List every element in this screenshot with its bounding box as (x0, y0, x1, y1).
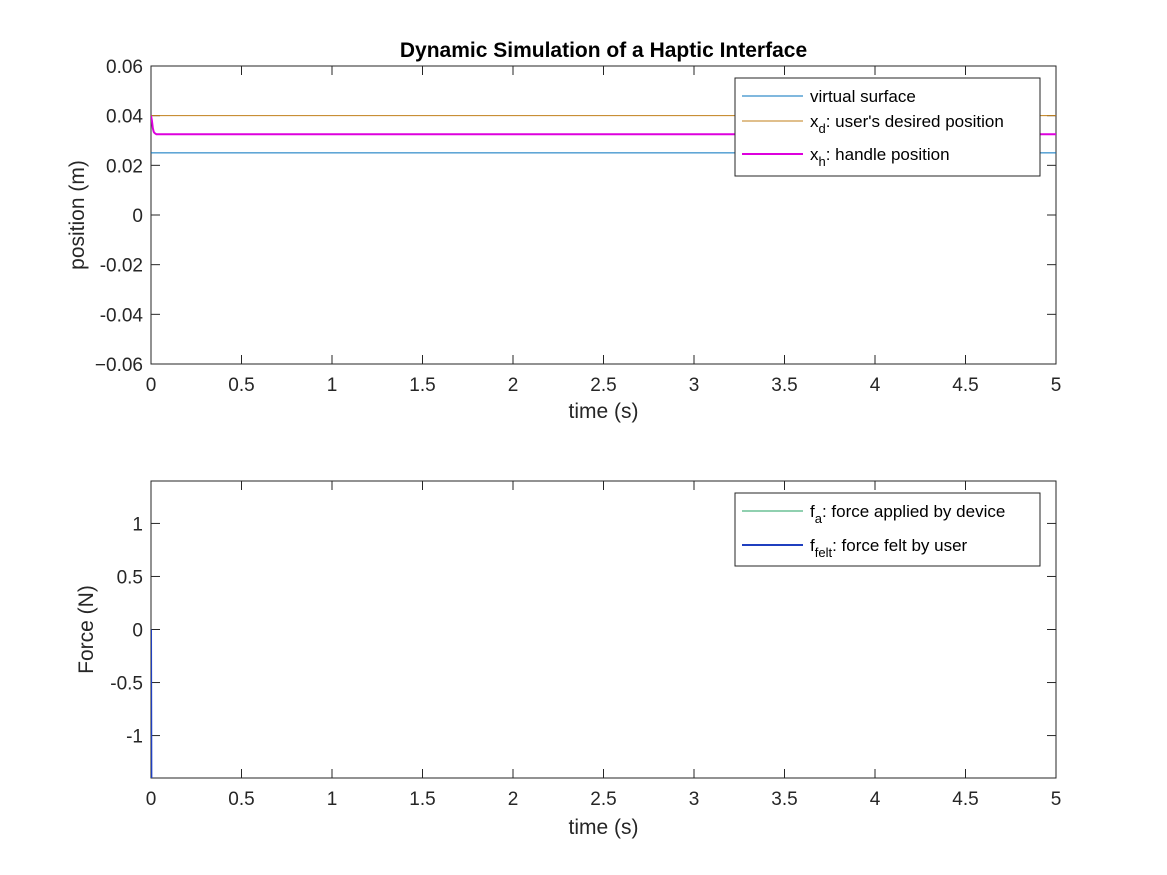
legend-entry-sub: d (819, 121, 826, 136)
x-tick-label: 4.5 (952, 789, 978, 810)
legend-entry-rest: : force felt by user (832, 536, 967, 555)
legend-entry-sub: felt (815, 545, 833, 560)
y-tick-label: 0 (132, 206, 143, 227)
legend-entry-main: virtual surface (810, 87, 916, 106)
y-tick-label: 0.04 (106, 107, 143, 128)
y-axis-label: Force (N) (75, 585, 98, 674)
y-tick-label: 0.06 (106, 57, 143, 78)
x-tick-label: 4 (870, 789, 881, 810)
legend-entry: fa: force applied by device (810, 502, 1005, 526)
position-chart: 0 0.5 1 1.5 2 2.5 3 3.5 4 4.5 5 −0.06 -0.04 -0.02 0 0.0… (66, 39, 1061, 423)
force-chart: 0 0.5 1 1.5 2 2.5 3 3.5 4 4.5 5 -1 -0.5 0 0.5 1 time (s)… (75, 480, 1062, 839)
series-line-3 (151, 115, 1056, 136)
x-tick-label: 4.5 (952, 375, 978, 396)
legend-entry-rest: : force applied by device (822, 502, 1005, 521)
x-tick-label: 2 (508, 789, 519, 810)
x-tick-label: 1.5 (409, 789, 435, 810)
chart-title: Dynamic Simulation of a Haptic Interface (400, 39, 807, 62)
legend-entry-rest: : user's desired position (826, 112, 1004, 131)
y-tick-label: -0.5 (110, 674, 143, 695)
legend: virtual surface xd: user's desired positi… (734, 77, 1041, 177)
x-tick-label: 3.5 (771, 789, 797, 810)
legend-entry-main: x (810, 112, 819, 131)
legend-entry: xh: handle position (810, 145, 950, 169)
y-tick-label: 0.5 (117, 567, 143, 588)
x-axis-label: time (s) (569, 816, 639, 839)
y-tick-label: 1 (132, 514, 143, 535)
legend-entry-sub: a (815, 511, 823, 526)
x-tick-label: 2 (508, 375, 519, 396)
legend-entry: ffelt: force felt by user (810, 536, 968, 560)
x-tick-label: 2.5 (590, 789, 616, 810)
x-axis-label: time (s) (569, 400, 639, 423)
x-tick-label: 3.5 (771, 375, 797, 396)
y-tick-label: 0 (132, 621, 143, 642)
y-tick-label: -0.04 (100, 305, 144, 326)
x-tick-label: 2.5 (590, 375, 616, 396)
x-tick-label: 4 (870, 375, 881, 396)
legend-entry: virtual surface (810, 87, 916, 106)
legend-entry-main: f (810, 502, 815, 521)
x-tick-label: 1 (327, 375, 338, 396)
y-axis-label: position (m) (66, 160, 89, 270)
x-tick-label: 3 (689, 789, 700, 810)
x-tick-label: 3 (689, 375, 700, 396)
y-tick-label: -1 (126, 727, 143, 748)
legend-entry-main: x (810, 145, 819, 164)
x-tick-label: 5 (1051, 375, 1062, 396)
y-tick-label: 0.02 (106, 156, 143, 177)
y-tick-label: -0.02 (100, 256, 143, 277)
y-tick-label: −0.06 (95, 355, 143, 376)
legend-box (734, 492, 1041, 567)
x-tick-label: 0.5 (228, 789, 254, 810)
x-tick-label: 5 (1051, 789, 1062, 810)
x-tick-label: 0 (146, 375, 157, 396)
x-tick-label: 0.5 (228, 375, 254, 396)
x-tick-label: 1.5 (409, 375, 435, 396)
legend-entry-rest: : handle position (826, 145, 950, 164)
legend-box (734, 77, 1041, 177)
legend-entry-main: f (810, 536, 815, 555)
x-tick-label: 0 (146, 789, 157, 810)
x-tick-label: 1 (327, 789, 338, 810)
legend-entry: xd: user's desired position (810, 112, 1004, 136)
legend-entry-sub: h (819, 154, 826, 169)
